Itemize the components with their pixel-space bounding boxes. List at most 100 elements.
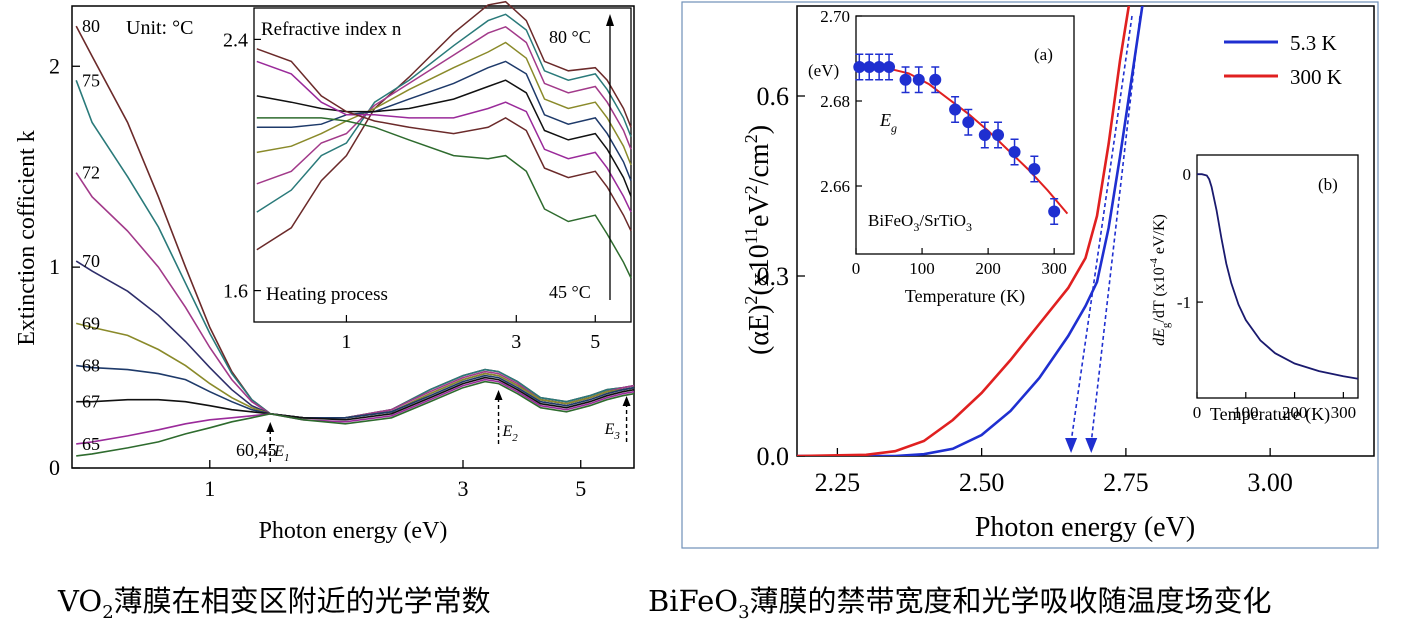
vo2-inset-series-line [256, 48, 632, 232]
inset-b-axis-ticks: 0 100 200 300 0 -1 [1177, 165, 1356, 422]
bfo-absorption-chart: 2.25 2.50 2.75 3.00 0.0 0.3 0.6 Photon energy … [681, 1, 1379, 549]
vo2-y-axis-label: Extinction cofficient k [14, 130, 40, 346]
vo2-series-label: 72 [82, 163, 100, 183]
vo2-inset-series-line [256, 13, 632, 213]
inset-a-x-tick-label: 0 [852, 259, 861, 278]
vo2-series-group [75, 25, 635, 457]
inset-a-x-tick-label: 200 [975, 259, 1001, 278]
inset-a-x-tick-label: 300 [1041, 259, 1067, 278]
bfo-x-tick-label: 2.75 [1103, 468, 1149, 497]
figure-canvas: 1 3 5 0 1 2 80 75 72 70 69 68 67 65 60,45 E1 E2 E3 Unit… [14, 0, 1379, 549]
bfo-x-tick-label: 3.00 [1247, 468, 1293, 497]
inset-b-data [1197, 173, 1359, 380]
bfo-bandgap-arrowhead [1085, 438, 1098, 453]
legend-label-300k: 300 K [1290, 65, 1342, 89]
inset-a-data-point [853, 61, 866, 73]
inset-a-data-point [1048, 205, 1061, 218]
bfo-y-tick-label: 0.3 [757, 262, 790, 291]
vo2-y-tick-label: 1 [49, 254, 60, 279]
inset-a-data-point [949, 103, 962, 116]
bfo-x-tick-label: 2.25 [815, 468, 861, 497]
vo2-inset-series-line [256, 0, 632, 251]
bfo-bandgap-arrows [1065, 15, 1141, 453]
vo2-y-tick-label: 2 [49, 53, 60, 78]
critical-point-label: E3 [604, 421, 621, 442]
inset-a-data-point [929, 73, 942, 86]
bfo-inset-a: 0 100 200 300 2.66 2.68 2.70 (a) (eV) Eg BiFeO… [808, 7, 1075, 307]
vo2-series-line [76, 380, 635, 457]
bfo-y-tick-label: 0.0 [757, 442, 790, 471]
inset-b-tag: (b) [1318, 175, 1338, 194]
bfo-series-line [797, 6, 1131, 456]
vo2-series-line [76, 378, 635, 445]
vo2-inset-frame [253, 7, 632, 323]
inset-a-unit: (eV) [808, 61, 839, 80]
legend-label-5k: 5.3 K [1290, 31, 1337, 55]
bfo-bandgap-arrowhead [1065, 438, 1078, 453]
vo2-x-axis-label: Photon energy (eV) [259, 518, 448, 544]
vo2-inset-series-line [256, 25, 632, 185]
bfo-y-tick-label: 0.6 [757, 82, 790, 111]
vo2-axis-ticks: 1 3 5 0 1 2 [49, 53, 586, 501]
inset-a-data-point [899, 73, 912, 86]
inset-a-data-point [1008, 146, 1021, 158]
inset-a-y-tick-label: 2.68 [820, 92, 850, 111]
inset-a-y-tick-label: 2.66 [820, 177, 850, 196]
bfo-series-group [797, 6, 1144, 456]
inset-b-frame [1196, 154, 1359, 399]
vo2-inset-arrowhead [606, 14, 614, 26]
vo2-series-label: 65 [82, 434, 100, 454]
vo2-inset-x-tick-label: 3 [511, 331, 521, 353]
inset-a-data-point [962, 116, 975, 129]
bfo-x-tick-label: 2.50 [959, 468, 1005, 497]
vo2-series-label: 80 [82, 16, 100, 36]
vo2-inset-series-line [256, 60, 632, 213]
vo2-x-tick-label: 1 [204, 476, 215, 501]
inset-a-data-point [863, 61, 876, 73]
vo2-x-tick-label: 3 [457, 476, 468, 501]
vo2-inset-temp-low: 45 °C [549, 282, 591, 302]
vo2-inset-title: Refractive index n [261, 19, 402, 40]
vo2-series-label: 75 [82, 70, 100, 90]
inset-a-eg-label: Eg [879, 110, 897, 135]
vo2-inset-x-tick-label: 1 [341, 331, 351, 353]
vo2-x-tick-label: 5 [575, 476, 586, 501]
critical-point-label: E1 [273, 443, 289, 464]
vo2-refractive-inset: 1 3 5 1.6 2.4 Refractive index n Heating pro… [223, 0, 632, 353]
critical-point-arrowhead [266, 422, 275, 432]
critical-point-arrowhead [494, 390, 503, 400]
vo2-inset-x-tick-label: 5 [590, 331, 600, 353]
inset-b-y-tick-label: -1 [1177, 293, 1191, 312]
inset-a-data [853, 53, 1069, 225]
inset-a-x-label: Temperature (K) [905, 286, 1025, 307]
vo2-inset-y-tick-label: 2.4 [223, 29, 248, 51]
vo2-series-line [76, 376, 635, 421]
bfo-outer-border [681, 1, 1379, 549]
vo2-series-label: 60,45 [236, 440, 277, 460]
bfo-x-axis-label: Photon energy (eV) [975, 512, 1195, 543]
caption-bifeo3: BiFeO3薄膜的禁带宽度和光学吸收随温度场变化 [648, 584, 1272, 623]
vo2-inset-series-group [256, 0, 632, 279]
inset-a-sample-label: BiFeO3/SrTiO3 [868, 211, 972, 234]
vo2-series-label: 67 [82, 392, 100, 412]
inset-b-derivative-curve [1197, 173, 1359, 380]
inset-a-data-point [883, 61, 896, 73]
inset-b-y-tick-label: 0 [1183, 165, 1192, 184]
bfo-inset-b: 0 100 200 300 0 -1 (b) Temperature (K) dEg/dT… [1148, 154, 1359, 425]
bfo-y-axis-label: (αE)2(x1011eV2/cm2) [741, 125, 775, 355]
vo2-unit-note: Unit: °C [126, 17, 193, 39]
inset-a-data-point [912, 73, 925, 86]
inset-a-data-point [1028, 163, 1041, 175]
critical-point-label: E2 [502, 423, 519, 444]
caption-vo2: VO2薄膜在相变区附近的光学常数 [58, 584, 491, 623]
vo2-inset-axis-ticks: 1 3 5 1.6 2.4 [223, 29, 600, 353]
vo2-y-tick-label: 0 [49, 455, 60, 480]
vo2-series-label: 69 [82, 313, 100, 333]
inset-b-x-tick-label: 0 [1193, 403, 1202, 422]
critical-point-arrowhead [622, 396, 631, 406]
vo2-series-line [76, 364, 635, 419]
inset-a-y-tick-label: 2.70 [820, 7, 850, 26]
inset-b-y-label: dEg/dT (x10-4 eV/K) [1148, 214, 1172, 346]
inset-a-axis-ticks: 0 100 200 300 2.66 2.68 2.70 [820, 7, 1067, 278]
vo2-inset-temp-high: 80 °C [549, 27, 591, 47]
